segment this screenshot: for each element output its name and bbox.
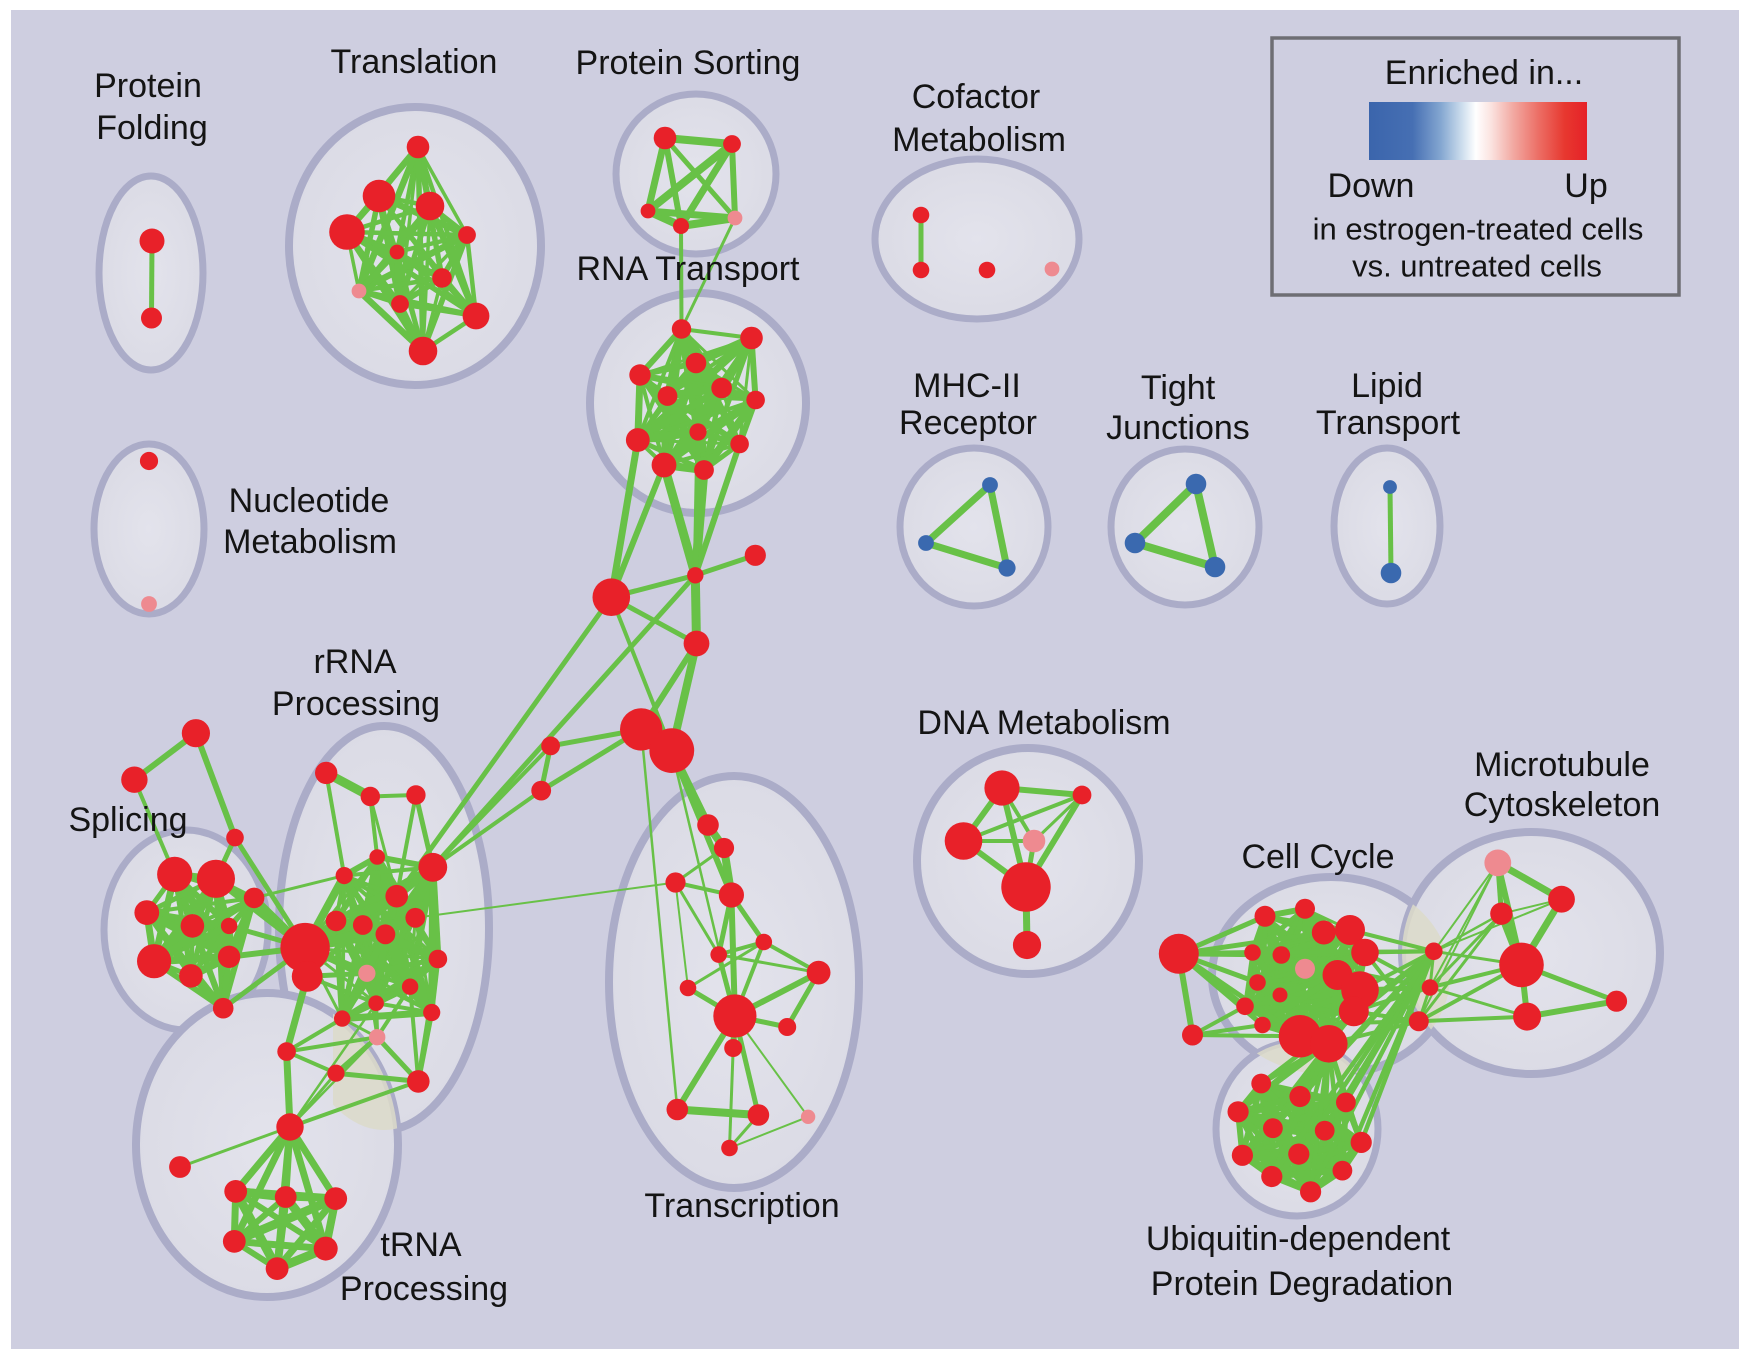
svg-text:DNA Metabolism: DNA Metabolism	[917, 704, 1170, 742]
svg-text:Tight: Tight	[1141, 369, 1216, 407]
svg-text:Lipid: Lipid	[1351, 367, 1423, 405]
svg-text:Folding: Folding	[96, 109, 208, 147]
svg-text:in estrogen-treated cells: in estrogen-treated cells	[1313, 212, 1644, 247]
svg-text:Translation: Translation	[331, 43, 498, 81]
svg-text:Protein Degradation: Protein Degradation	[1151, 1265, 1453, 1303]
svg-text:Ubiquitin-dependent: Ubiquitin-dependent	[1146, 1220, 1451, 1258]
svg-text:Protein Sorting: Protein Sorting	[576, 44, 801, 82]
svg-text:MHC-II: MHC-II	[913, 367, 1021, 405]
svg-text:Receptor: Receptor	[899, 404, 1037, 442]
svg-text:rRNA: rRNA	[313, 643, 396, 681]
svg-text:vs. untreated cells: vs. untreated cells	[1352, 249, 1602, 284]
svg-text:Cytoskeleton: Cytoskeleton	[1464, 786, 1661, 824]
svg-text:Processing: Processing	[272, 685, 440, 723]
svg-text:Transcription: Transcription	[644, 1187, 839, 1225]
svg-text:RNA Transport: RNA Transport	[577, 250, 801, 288]
svg-text:Splicing: Splicing	[68, 801, 187, 839]
svg-text:Nucleotide: Nucleotide	[229, 482, 390, 520]
svg-text:Metabolism: Metabolism	[892, 121, 1066, 159]
svg-text:Down: Down	[1328, 167, 1415, 205]
svg-text:Cofactor: Cofactor	[912, 78, 1041, 116]
svg-text:Cell Cycle: Cell Cycle	[1241, 838, 1394, 876]
svg-text:Junctions: Junctions	[1106, 409, 1250, 447]
svg-text:Protein: Protein	[94, 67, 202, 105]
svg-text:Up: Up	[1564, 167, 1607, 205]
svg-text:Microtubule: Microtubule	[1474, 746, 1650, 784]
svg-text:Metabolism: Metabolism	[223, 523, 397, 561]
svg-text:Enriched in...: Enriched in...	[1385, 54, 1583, 92]
svg-text:Processing: Processing	[340, 1270, 508, 1308]
svg-text:tRNA: tRNA	[380, 1226, 462, 1264]
svg-text:Transport: Transport	[1316, 404, 1461, 442]
